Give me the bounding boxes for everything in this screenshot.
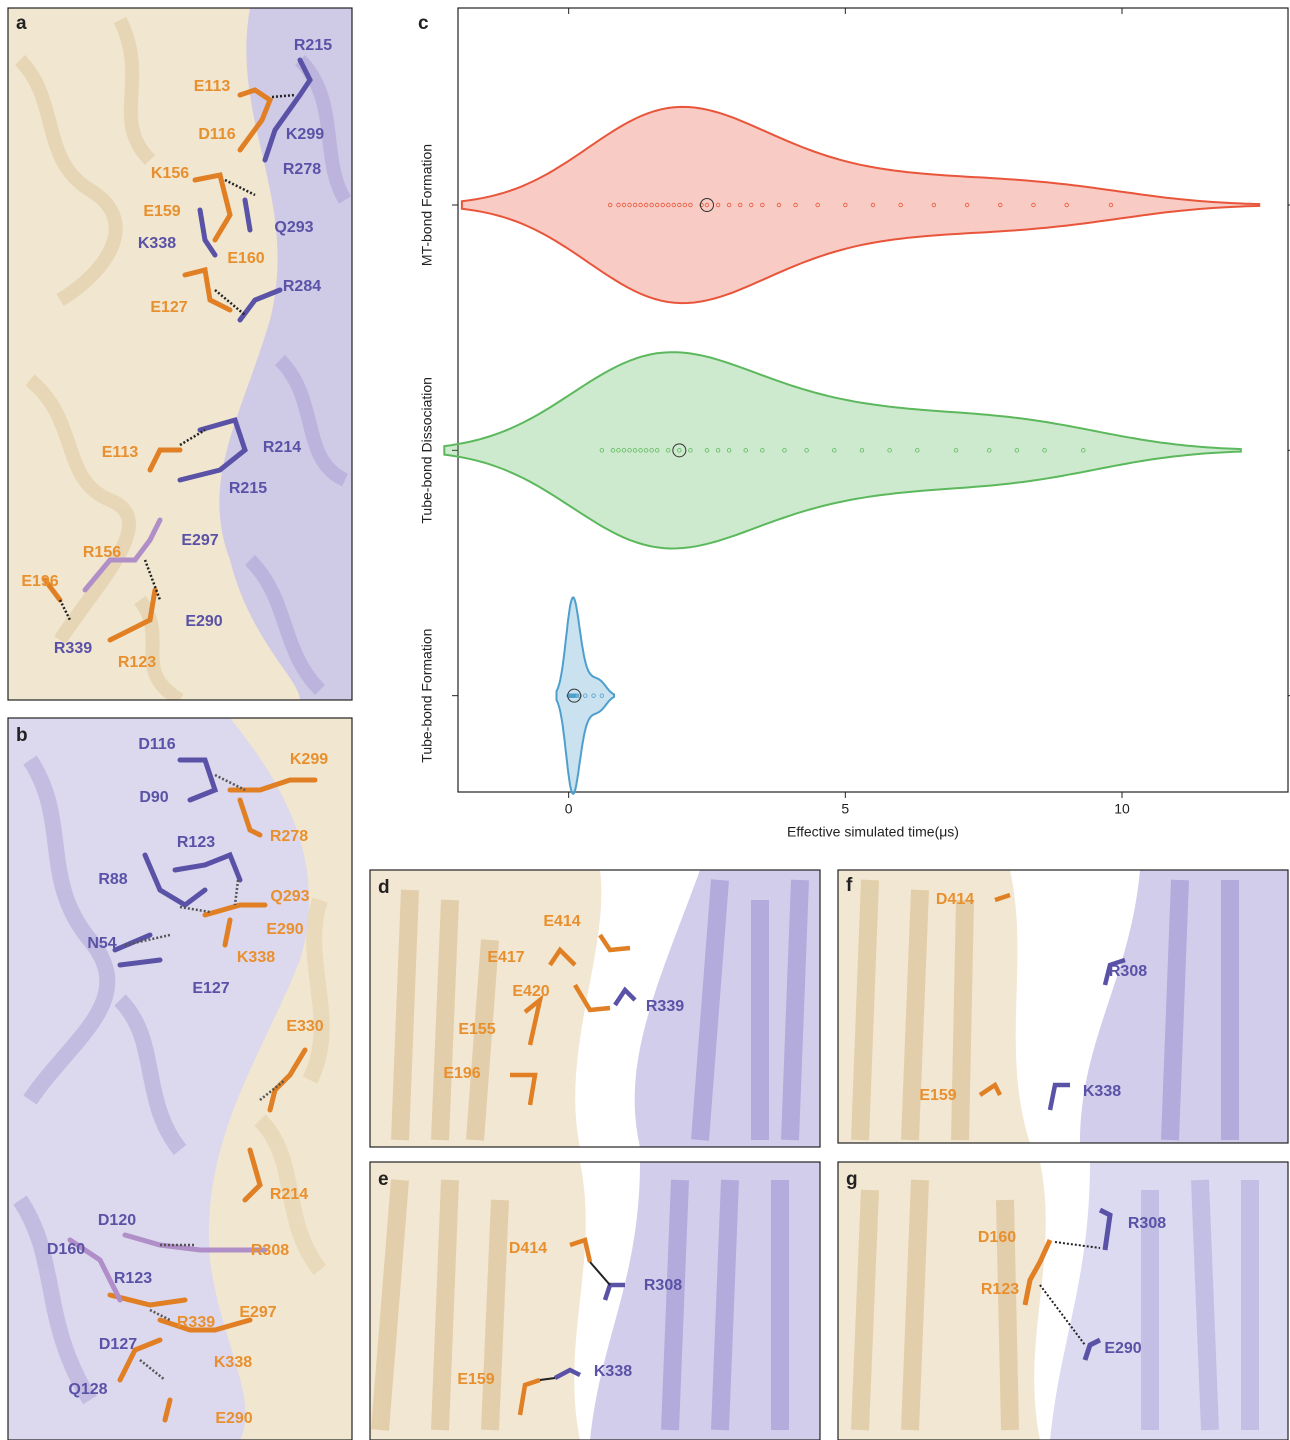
residue-label: R156 [83,544,121,561]
structure-g [838,1162,1288,1440]
x-tick-label: 10 [1114,801,1130,817]
panel-label: e [378,1169,389,1190]
residue-label: R339 [54,640,92,657]
y-tick-label: Tube-bond Formation [419,629,435,763]
structure-a [8,8,352,700]
residue-label: R215 [229,480,267,497]
panel-label: f [846,875,853,896]
residue-label: E297 [239,1304,276,1321]
residue-label: R123 [114,1270,152,1287]
residue-label: E127 [192,980,229,997]
y-tick-label: MT-bond Formation [419,144,435,266]
residue-label: D414 [509,1240,547,1257]
residue-label: R123 [981,1281,1019,1298]
residue-label: E113 [102,444,139,461]
y-tick-label: Tube-bond Dissociation [419,377,435,524]
residue-label: R339 [646,998,684,1015]
residue-label: N54 [87,935,116,952]
residue-label: E414 [543,913,580,930]
residue-label: E417 [487,949,524,966]
residue-label: E290 [1104,1340,1141,1357]
residue-label: E155 [458,1021,495,1038]
residue-label: K338 [237,949,275,966]
residue-label: R308 [1128,1215,1166,1232]
residue-label: D116 [198,126,235,143]
x-tick-label: 5 [841,801,849,817]
residue-label: K338 [594,1363,632,1380]
structure-d [370,870,820,1147]
residue-label: E420 [512,983,549,1000]
residue-label: E290 [266,921,303,938]
residue-label: R308 [251,1242,289,1259]
residue-label: R308 [1109,963,1147,980]
residue-label: E113 [194,78,231,95]
residue-label: D160 [978,1229,1016,1246]
residue-label: E196 [443,1065,480,1082]
residue-label: E290 [185,613,222,630]
residue-label: R278 [283,161,321,178]
residue-label: R339 [177,1314,215,1331]
residue-label: D127 [99,1336,137,1353]
residue-label: E290 [215,1410,252,1427]
residue-label: D116 [138,736,175,753]
residue-label: E330 [286,1018,323,1035]
residue-label: E159 [457,1371,494,1388]
x-axis-label: Effective simulated time(μs) [787,824,959,840]
residue-label: R215 [294,37,332,54]
residue-label: R123 [118,654,156,671]
residue-label: E160 [227,250,264,267]
residue-label: K338 [214,1354,252,1371]
residue-label: K156 [151,165,189,182]
residue-label: R284 [283,278,321,295]
residue-label: K338 [1083,1083,1121,1100]
residue-label: D414 [936,891,974,908]
structure-b [8,718,352,1440]
panel-label: a [16,13,27,34]
residue-label: K338 [138,235,176,252]
residue-label: R214 [263,439,301,456]
panel-label: c [418,13,429,34]
residue-label: E127 [150,299,187,316]
violin [444,352,1241,548]
residue-label: R88 [98,871,127,888]
residue-label: K299 [286,126,324,143]
residue-label: D90 [139,789,168,806]
residue-label: E196 [21,573,58,590]
residue-label: Q293 [274,219,313,236]
residue-label: K299 [290,751,328,768]
panel-label: g [846,1169,858,1190]
residue-label: D120 [98,1212,136,1229]
residue-label: E297 [181,532,218,549]
violin [462,107,1259,303]
residue-label: E159 [143,203,180,220]
residue-label: R308 [644,1277,682,1294]
x-tick-label: 0 [565,801,573,817]
residue-label: R278 [270,828,308,845]
panel-label: d [378,877,390,898]
residue-label: D160 [47,1241,85,1258]
residue-label: R214 [270,1186,308,1203]
residue-label: Q293 [270,888,309,905]
residue-label: E159 [919,1087,956,1104]
panel-label: b [16,725,28,746]
figure: c Effective simulated time(μs) a R215 E113… [0,0,1290,1440]
residue-label: R123 [177,834,215,851]
structure-f [838,870,1288,1143]
structure-e [370,1162,820,1440]
violin [557,598,615,794]
residue-label: Q128 [68,1381,107,1398]
